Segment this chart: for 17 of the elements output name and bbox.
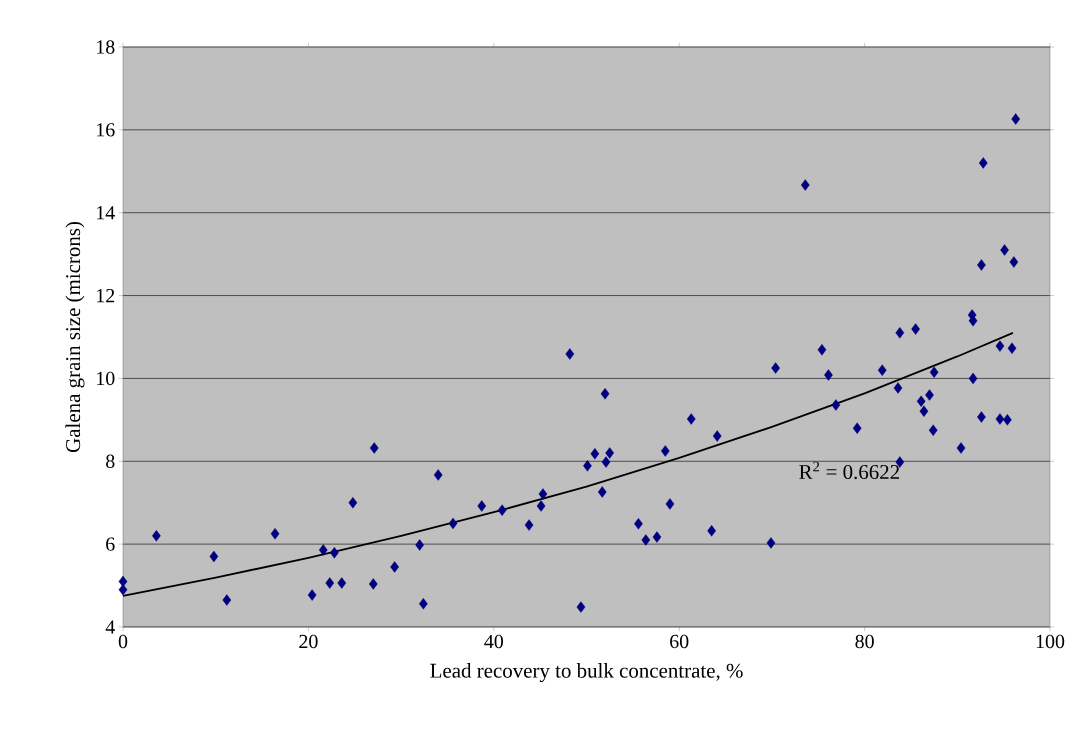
y-tick-label: 6	[106, 537, 115, 551]
x-tick-label: 40	[484, 634, 504, 649]
y-tick-label: 18	[97, 40, 115, 54]
y-tick-label: 14	[97, 206, 115, 220]
y-axis-title: Galena grain size (microns)	[65, 221, 85, 453]
y-tick-label: 10	[97, 371, 115, 386]
x-tick-label: 20	[299, 634, 318, 649]
y-tick-label: 16	[97, 123, 115, 137]
y-tick-label: 8	[106, 454, 115, 468]
x-tick-label: 80	[855, 634, 874, 649]
y-tick-label: 12	[97, 288, 115, 303]
annotation: R$^{2}$ = 0.6622	[799, 461, 900, 480]
x-tick-label: 60	[670, 634, 689, 649]
x-tick-label: 100	[1036, 634, 1065, 649]
x-axis-title: Lead recovery to bulk concentrate, %	[430, 663, 743, 683]
y-tick-label: 4	[105, 620, 115, 634]
x-tick-label: 0	[118, 634, 128, 649]
